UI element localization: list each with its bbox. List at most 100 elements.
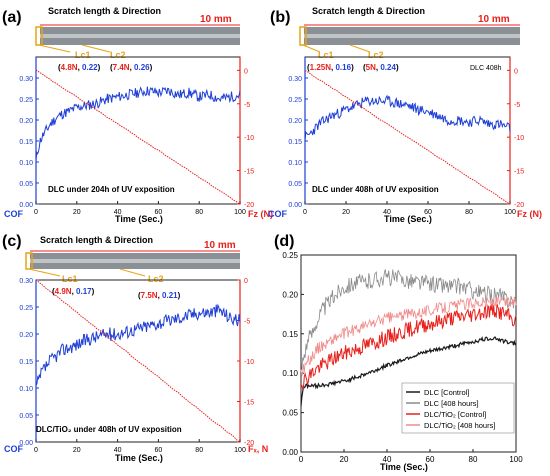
plot-area: 0.00 0.05 0.10 0.15 0.20 0.25 0.30 0 -5 -10 -15 -20…: [288, 56, 524, 216]
left-axis-label: COF: [4, 444, 24, 454]
plot-frame: [35, 56, 241, 205]
right-tick-label: -15: [514, 169, 524, 176]
right-tick-label: -15: [244, 400, 254, 407]
right-tick-label: -20: [244, 202, 254, 209]
left-tick-label: 0.15: [19, 139, 33, 146]
x-tick-label: 20: [73, 447, 81, 454]
right-tick-label: 0: [244, 68, 248, 75]
left-tick-label: 0.10: [19, 160, 33, 167]
lc2-values: (7.4N, 0.26): [110, 63, 153, 72]
series-line: [300, 336, 517, 406]
right-tick-label: 0: [514, 68, 518, 75]
x-tick-label: 0: [303, 209, 307, 216]
lc1-values: (4.9N, 0.17): [52, 287, 95, 296]
x-tick-label: 80: [195, 209, 203, 216]
right-axis-label: Fz (N): [517, 209, 542, 219]
left-tick-label: 0.25: [19, 305, 33, 312]
lc1-cof: 0.22: [82, 63, 98, 72]
plot-area: 0.00 0.05 0.10 0.15 0.20 0.25 0.30 0 -5 -10 -15 -20…: [19, 56, 254, 216]
left-tick-label: 0.05: [288, 181, 302, 188]
x-tick-label: 60: [424, 209, 432, 216]
x-tick-label: 40: [383, 209, 391, 216]
scale-label: 10 mm: [204, 240, 236, 251]
right-axis-label: Fz (N): [248, 209, 273, 219]
force-series-line: [304, 70, 511, 205]
left-tick-label: 0.25: [19, 97, 33, 104]
x-tick-label: 20: [73, 209, 81, 216]
lc2-force: 7.5N: [141, 291, 158, 300]
lc1-pointer: [28, 268, 61, 277]
left-tick-label: 0.10: [19, 386, 33, 393]
lc2-force: 5N: [366, 63, 376, 72]
x-tick-label: 80: [465, 209, 473, 216]
right-tick-label: -5: [244, 319, 250, 326]
legend-label: DLC/TiO₂ [Control]: [424, 410, 486, 419]
lc1-pointer: [38, 44, 71, 53]
plot-frame: [300, 254, 517, 453]
left-tick-label: 0.15: [19, 359, 33, 366]
lc1-label: Lc1: [62, 274, 78, 284]
right-tick-label: -15: [244, 169, 254, 176]
lc1-values: (4.8N, 0.22): [58, 63, 101, 72]
scratch-title: Scratch length & Direction: [40, 235, 153, 245]
y-tick-label: 0.05: [282, 409, 298, 418]
plot-area: 0.00 0.05 0.10 0.15 0.20 0.25 0 20 40 60 80 100: [282, 251, 523, 464]
left-tick-label: 0.30: [288, 76, 302, 83]
right-tick-label: -5: [514, 102, 520, 109]
lc1-cof: 0.16: [335, 63, 351, 72]
legend-label: DLC [408 hours]: [424, 399, 479, 408]
right-axis-label: Fₓ, N: [248, 444, 268, 454]
panel-a: (a) Scratch length & Direction 10 mm Lc1…: [2, 6, 273, 224]
x-tick-label: 100: [234, 209, 246, 216]
force-series-line: [35, 69, 241, 205]
panel-label: (a): [2, 9, 22, 26]
lc2-label: Lc2: [110, 50, 126, 60]
x-tick-label: 60: [155, 447, 163, 454]
left-tick-label: 0.20: [19, 332, 33, 339]
left-tick-label: 0.00: [19, 202, 33, 209]
left-axis-label: COF: [268, 209, 288, 219]
scratch-title: Scratch length & Direction: [48, 6, 161, 16]
right-tick-label: -20: [244, 440, 254, 447]
x-tick-label: 20: [342, 209, 350, 216]
x-tick-label: 80: [469, 455, 478, 464]
lc1-cof: 0.17: [76, 287, 92, 296]
x-tick-label: 0: [34, 209, 38, 216]
lc2-cof: 0.21: [162, 291, 178, 300]
left-tick-label: 0.10: [288, 160, 302, 167]
panel-label: (c): [2, 233, 22, 250]
caption: DLC/TiO₂ under 408h of UV exposition: [36, 425, 182, 434]
lc1-values: (1.25N, 0.16): [307, 63, 354, 72]
lc1-pointer: [302, 44, 321, 53]
scale-label: 10 mm: [200, 14, 232, 25]
left-tick-label: 0.05: [19, 181, 33, 188]
scratch-title: Scratch length & Direction: [312, 6, 425, 16]
lc2-pointer: [81, 44, 111, 53]
lc1-force: 4.9N: [55, 287, 72, 296]
legend-label: DLC/TiO₂ [408 hours]: [424, 421, 495, 430]
lc2-label: Lc2: [368, 50, 384, 60]
left-tick-label: 0.30: [19, 278, 33, 285]
x-tick-label: 0: [299, 455, 304, 464]
lc2-pointer: [119, 268, 146, 277]
note-label: DLC 408h: [470, 65, 502, 72]
scratch-track: [30, 259, 240, 263]
left-tick-label: 0.30: [19, 76, 33, 83]
panel-label: (b): [270, 9, 290, 26]
left-tick-label: 0.20: [19, 118, 33, 125]
x-tick-label: 100: [234, 447, 246, 454]
right-tick-label: -10: [244, 135, 254, 142]
x-tick-label: 80: [195, 447, 203, 454]
x-tick-label: 60: [426, 455, 435, 464]
left-tick-label: 0.15: [288, 139, 302, 146]
series-line: [301, 303, 517, 391]
series-line: [300, 269, 517, 370]
x-axis-label: Time (Sec.): [115, 214, 163, 224]
left-tick-label: 0.00: [19, 440, 33, 447]
lc2-force: 7.4N: [113, 63, 130, 72]
x-tick-label: 40: [114, 209, 122, 216]
lc2-cof: 0.26: [134, 63, 150, 72]
left-tick-label: 0.20: [288, 118, 302, 125]
scale-label: 10 mm: [478, 14, 510, 25]
